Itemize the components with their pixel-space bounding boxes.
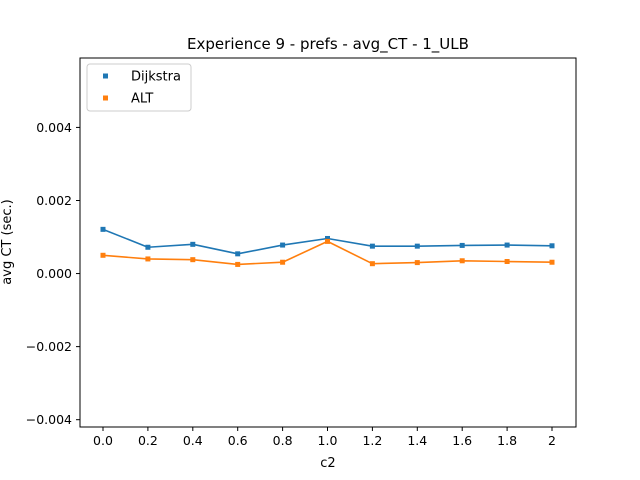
data-point-dijkstra bbox=[280, 242, 286, 248]
data-point-dijkstra bbox=[235, 251, 241, 257]
data-point-alt bbox=[369, 261, 375, 267]
data-point-alt bbox=[280, 259, 286, 265]
x-tick-label: 1.8 bbox=[497, 433, 517, 448]
chart-title: Experience 9 - prefs - avg_CT - 1_ULB bbox=[187, 35, 469, 54]
legend: Dijkstra ALT bbox=[86, 63, 192, 112]
data-point-dijkstra bbox=[414, 243, 420, 249]
y-tick-label: −0.002 bbox=[26, 339, 72, 354]
y-axis-label: avg CT (sec.) bbox=[0, 199, 15, 284]
data-point-dijkstra bbox=[369, 243, 375, 249]
legend-marker-alt bbox=[103, 95, 108, 101]
legend-marker-dijkstra bbox=[103, 73, 108, 79]
data-point-alt bbox=[549, 259, 555, 265]
x-tick-label: 0.2 bbox=[138, 433, 158, 448]
legend-label: Dijkstra bbox=[131, 70, 181, 85]
data-point-alt bbox=[504, 259, 510, 264]
y-axis: −0.004 −0.002 0.000 0.002 0.004 bbox=[26, 120, 80, 427]
x-tick-label: 0.4 bbox=[183, 433, 203, 448]
legend-box bbox=[86, 63, 192, 112]
x-tick-label: 2 bbox=[548, 433, 556, 448]
x-tick-label: 1.6 bbox=[452, 433, 472, 448]
data-point-dijkstra bbox=[504, 242, 510, 248]
data-point-alt bbox=[145, 256, 151, 262]
data-point-alt bbox=[459, 258, 465, 264]
y-tick-label: 0.002 bbox=[36, 193, 72, 208]
data-point-dijkstra bbox=[145, 244, 151, 250]
x-axis-label: c2 bbox=[320, 456, 335, 471]
x-axis: 0.0 0.2 0.4 0.6 0.8 1.0 1.2 1.4 1.6 1.8 2 bbox=[93, 427, 556, 448]
y-tick-label: 0.004 bbox=[36, 120, 72, 135]
data-point-alt bbox=[325, 238, 330, 244]
data-point-alt bbox=[100, 252, 106, 258]
x-tick-label: 0.0 bbox=[93, 433, 113, 448]
data-point-alt bbox=[414, 260, 420, 266]
x-tick-label: 1.4 bbox=[407, 433, 427, 448]
legend-label: ALT bbox=[131, 92, 153, 107]
data-point-alt bbox=[190, 257, 196, 263]
x-tick-label: 1.2 bbox=[362, 433, 382, 448]
x-tick-label: 1.0 bbox=[318, 433, 338, 448]
y-tick-label: 0.000 bbox=[36, 266, 72, 281]
y-tick-label: −0.004 bbox=[26, 412, 72, 427]
data-point-dijkstra bbox=[190, 241, 196, 247]
series-layer bbox=[100, 226, 555, 267]
data-point-dijkstra bbox=[325, 235, 330, 241]
data-point-alt bbox=[235, 261, 241, 267]
data-point-dijkstra bbox=[549, 243, 555, 249]
data-point-dijkstra bbox=[459, 242, 465, 248]
data-point-dijkstra bbox=[100, 226, 106, 232]
x-tick-label: 0.8 bbox=[273, 433, 293, 448]
x-tick-label: 0.6 bbox=[228, 433, 248, 448]
